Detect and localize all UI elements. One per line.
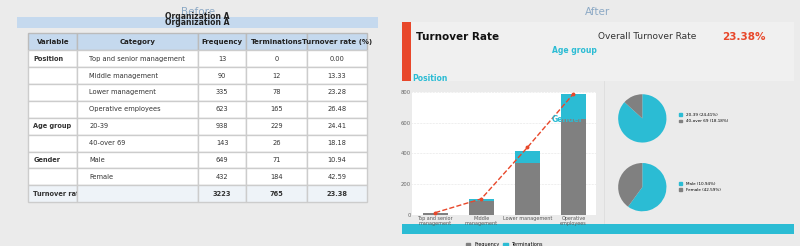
Wedge shape <box>618 163 642 207</box>
Bar <box>469 201 494 215</box>
Text: Before: Before <box>181 7 215 17</box>
Legend: Frequency, Terminations: Frequency, Terminations <box>464 240 545 246</box>
Bar <box>402 22 411 81</box>
Bar <box>561 119 586 215</box>
Legend: 20-39 (24.41%), 40-over 69 (18.18%): 20-39 (24.41%), 40-over 69 (18.18%) <box>678 112 730 125</box>
Bar <box>469 199 494 201</box>
Wedge shape <box>628 163 666 211</box>
Text: Age group: Age group <box>552 46 597 55</box>
Bar <box>402 224 794 234</box>
Text: Organization A: Organization A <box>166 18 230 27</box>
Text: 23.38%: 23.38% <box>722 32 766 42</box>
Bar <box>402 22 794 81</box>
Text: Turnover Rate: Turnover Rate <box>416 32 499 42</box>
Text: Organization A: Organization A <box>166 12 230 21</box>
Text: Position: Position <box>412 74 447 83</box>
Bar <box>514 163 540 215</box>
Text: Overall Turnover Rate: Overall Turnover Rate <box>598 32 697 41</box>
Wedge shape <box>618 94 666 142</box>
Legend: Male (10.94%), Female (42.59%): Male (10.94%), Female (42.59%) <box>678 181 722 194</box>
Wedge shape <box>625 94 642 118</box>
Bar <box>561 94 586 119</box>
Text: After: After <box>586 7 610 17</box>
Bar <box>17 17 378 28</box>
Bar <box>514 151 540 163</box>
Bar <box>422 213 448 215</box>
Text: Gender: Gender <box>552 115 583 124</box>
